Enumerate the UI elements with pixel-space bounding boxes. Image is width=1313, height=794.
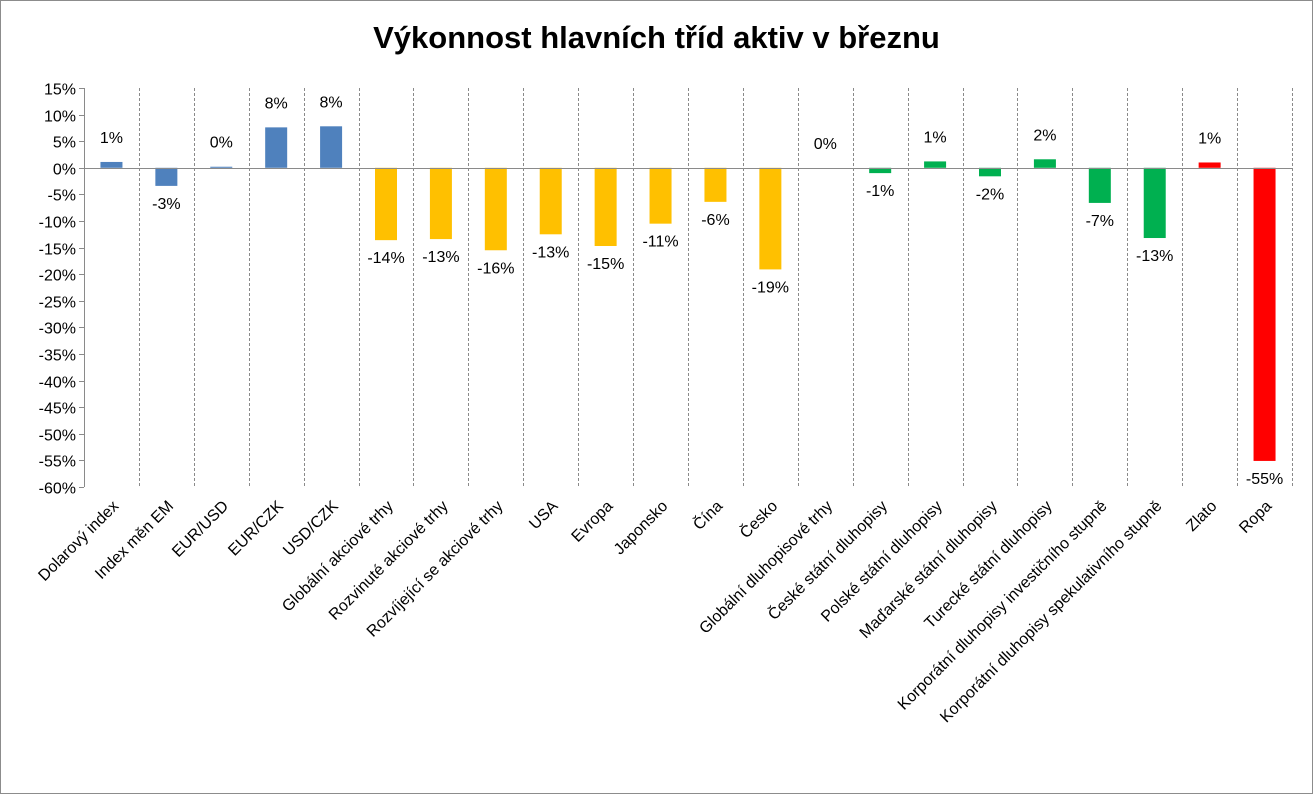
data-label: 8% [320, 94, 343, 111]
data-label: -13% [532, 244, 569, 261]
y-tick-label: -5% [48, 188, 76, 205]
data-label: -55% [1246, 471, 1283, 488]
bar [100, 161, 123, 168]
data-label: -2% [976, 186, 1004, 203]
data-label: -13% [1136, 248, 1173, 265]
data-label: 8% [265, 95, 288, 112]
bar [1143, 167, 1166, 239]
category-label: Globální akciové trhy [279, 498, 397, 616]
y-tick-label: -35% [39, 348, 76, 365]
bar [649, 167, 672, 224]
y-tick-label: 5% [53, 135, 76, 152]
bar [1088, 167, 1111, 203]
bar [155, 167, 178, 186]
bar [924, 161, 947, 168]
y-tick-label: -25% [39, 295, 76, 312]
bar [320, 126, 343, 168]
y-tick-label: -20% [39, 268, 76, 285]
data-label: -7% [1086, 213, 1114, 230]
y-tick-label: -60% [39, 481, 76, 498]
bar [1253, 167, 1276, 461]
data-label: 0% [210, 135, 233, 152]
bar [1198, 162, 1221, 168]
data-label: 1% [924, 129, 947, 146]
data-label: -11% [642, 234, 678, 251]
data-label: 2% [1033, 127, 1056, 144]
category-label: Zlato [1183, 498, 1220, 535]
y-tick-label: -10% [39, 215, 76, 232]
data-label: 1% [100, 130, 123, 147]
bar [869, 167, 892, 174]
y-tick-label: -30% [39, 321, 76, 338]
bar [704, 167, 727, 202]
data-label: -6% [701, 212, 729, 229]
bar [539, 167, 562, 235]
bar [759, 167, 782, 270]
bar [265, 127, 288, 168]
category-label: Korporátní dluhopisy investičního stupně [895, 498, 1111, 714]
y-tick-label: -55% [39, 454, 76, 471]
chart-title: Výkonnost hlavních tříd aktiv v březnu [373, 20, 940, 55]
category-label: Ropa [1236, 498, 1275, 537]
y-tick-label: -50% [39, 428, 76, 445]
y-tick-label: 0% [53, 162, 76, 179]
category-label: EUR/USD [169, 498, 232, 561]
category-label: Čína [689, 496, 726, 533]
data-label: -16% [477, 260, 514, 277]
data-label: -14% [367, 250, 404, 267]
data-label: 1% [1198, 130, 1221, 147]
category-label: Japonsko [611, 498, 672, 559]
data-label: -3% [152, 196, 180, 213]
bar [484, 167, 507, 251]
bar [429, 167, 452, 240]
y-tick-label: -40% [39, 375, 76, 392]
y-tick-label: -45% [39, 401, 76, 418]
category-label: Evropa [569, 498, 617, 546]
category-label: Česko [736, 496, 782, 542]
bar [594, 167, 617, 247]
data-label: -1% [866, 183, 894, 200]
category-label: USA [526, 498, 562, 534]
y-tick-label: 15% [44, 82, 76, 99]
bar [375, 167, 397, 241]
data-label: -19% [752, 279, 789, 296]
data-label: -13% [422, 249, 459, 266]
bar [1033, 159, 1056, 168]
data-label: 0% [814, 136, 837, 153]
data-label: -15% [587, 256, 624, 273]
bar [210, 166, 233, 168]
category-label: EUR/CZK [225, 498, 287, 560]
y-tick-label: 10% [44, 109, 76, 126]
bar [979, 167, 1001, 177]
y-tick-label: -15% [39, 242, 76, 259]
